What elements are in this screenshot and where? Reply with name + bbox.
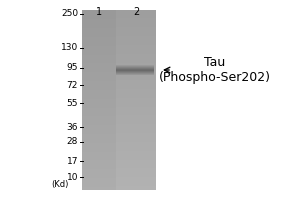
Text: 130: 130	[61, 44, 78, 52]
Text: 17: 17	[67, 156, 78, 166]
Text: (Kd): (Kd)	[51, 180, 69, 189]
Text: 95: 95	[67, 64, 78, 72]
Text: 28: 28	[67, 138, 78, 146]
Text: 36: 36	[67, 122, 78, 132]
Text: 1: 1	[96, 7, 102, 17]
Text: (Phospho-Ser202): (Phospho-Ser202)	[159, 72, 271, 84]
Text: 55: 55	[67, 98, 78, 108]
Text: 250: 250	[61, 9, 78, 19]
Text: 72: 72	[67, 80, 78, 90]
Text: 10: 10	[67, 172, 78, 182]
Text: 2: 2	[133, 7, 139, 17]
Text: Tau: Tau	[204, 56, 226, 70]
